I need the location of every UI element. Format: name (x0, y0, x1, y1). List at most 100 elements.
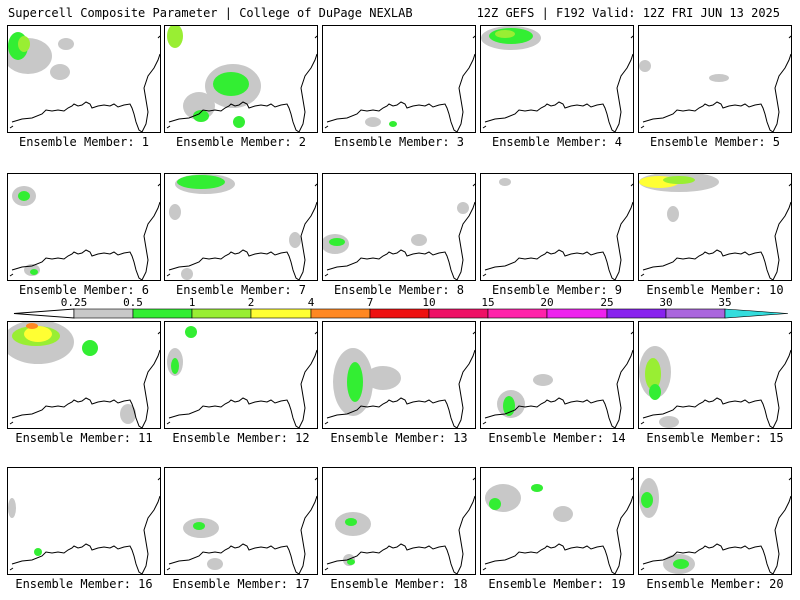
ensemble-member-label: Ensemble Member: 20 (646, 577, 784, 591)
scp-field-region (233, 116, 245, 128)
legend-color-bin (665, 308, 726, 319)
coastline (642, 543, 774, 574)
scp-field-region (667, 206, 679, 222)
coastline (630, 183, 633, 187)
coastline (614, 349, 633, 428)
coastline (11, 543, 143, 574)
scp-field-region (365, 117, 381, 127)
coastline (472, 183, 475, 187)
coastline (324, 125, 329, 129)
color-scale-legend (13, 308, 789, 319)
legend-tick-label: 0.25 (60, 296, 88, 309)
coastline (640, 567, 645, 571)
coastline (9, 567, 14, 571)
ensemble-member-label: Ensemble Member: 12 (172, 431, 310, 445)
scp-field-region (709, 74, 729, 82)
scp-field-region (365, 366, 401, 390)
coastline (456, 53, 475, 132)
coastline (630, 331, 633, 335)
member-map-canvas (639, 35, 791, 132)
scp-field-region (34, 548, 42, 556)
coastline (168, 101, 300, 132)
scp-field-region (347, 559, 355, 565)
scp-field-region (167, 26, 183, 48)
coastline (614, 53, 633, 132)
legend-color-bin (487, 308, 548, 319)
coastline (157, 183, 160, 187)
coastline (326, 543, 458, 574)
scp-field-region (193, 110, 209, 122)
ensemble-member-map (164, 173, 318, 281)
ensemble-member-map (638, 467, 792, 575)
scp-field-region (193, 522, 205, 530)
ensemble-member-map (7, 25, 161, 133)
coastline (314, 35, 317, 39)
scp-field-region (24, 326, 52, 342)
coastline (642, 397, 774, 428)
coastline (298, 53, 317, 132)
coastline (482, 567, 487, 571)
legend-color-bin (250, 308, 312, 319)
ensemble-member-label: Ensemble Member: 16 (15, 577, 153, 591)
member-map-canvas (166, 477, 317, 574)
legend-high-arrow (724, 308, 789, 319)
scp-field-region (495, 30, 515, 38)
scp-field-region (641, 492, 653, 508)
coastline (166, 125, 171, 129)
scp-field-region (82, 340, 98, 356)
legend-color-bin (73, 308, 134, 319)
ensemble-member-label: Ensemble Member: 19 (488, 577, 626, 591)
scp-field-region (18, 191, 30, 201)
ensemble-member-label: Ensemble Member: 5 (649, 135, 781, 149)
ensemble-member-map (322, 467, 476, 575)
member-map-canvas (482, 477, 633, 574)
ensemble-member-label: Ensemble Member: 8 (333, 283, 465, 297)
ensemble-member-map (164, 25, 318, 133)
ensemble-member-label: Ensemble Member: 4 (491, 135, 623, 149)
scp-field-region (503, 396, 515, 416)
member-map-canvas (324, 331, 475, 428)
coastline (456, 495, 475, 574)
ensemble-member-label: Ensemble Member: 3 (333, 135, 465, 149)
coastline (324, 273, 329, 277)
ensemble-member-label: Ensemble Member: 7 (175, 283, 307, 297)
coastline (326, 397, 458, 428)
legend-tick-label: 1 (188, 296, 196, 309)
legend-color-bin (546, 308, 608, 319)
scp-field-region (185, 326, 197, 338)
coastline (314, 331, 317, 335)
ensemble-member-label: Ensemble Member: 10 (646, 283, 784, 297)
scp-field-region (26, 323, 38, 329)
member-map-canvas (323, 183, 475, 280)
scp-field-region (389, 121, 397, 127)
coastline (614, 495, 633, 574)
coastline (472, 35, 475, 39)
coastline (456, 201, 475, 280)
coastline (456, 349, 475, 428)
coastline (630, 35, 633, 39)
member-map-canvas (639, 174, 791, 280)
scp-field-region (171, 358, 179, 374)
member-map-canvas (8, 477, 160, 574)
ensemble-member-label: Ensemble Member: 13 (330, 431, 468, 445)
legend-color-bin (369, 308, 430, 319)
coastline (157, 331, 160, 335)
coastline (324, 567, 329, 571)
ensemble-member-label: Ensemble Member: 11 (15, 431, 153, 445)
ensemble-member-label: Ensemble Member: 15 (646, 431, 784, 445)
coastline (168, 543, 300, 574)
coastline (141, 495, 160, 574)
coastline (772, 53, 791, 132)
model-run-info: 12Z GEFS | F192 Valid: 12Z FRI JUN 13 20… (476, 6, 780, 20)
coastline (630, 477, 633, 481)
member-map-canvas (166, 174, 317, 280)
coastline (482, 421, 487, 425)
ensemble-member-map (322, 173, 476, 281)
ensemble-member-map (164, 467, 318, 575)
coastline (11, 249, 143, 280)
coastline (788, 183, 791, 187)
coastline (484, 249, 616, 280)
legend-color-bin (428, 308, 489, 319)
ensemble-member-label: Ensemble Member: 6 (18, 283, 150, 297)
coastline (11, 101, 143, 132)
